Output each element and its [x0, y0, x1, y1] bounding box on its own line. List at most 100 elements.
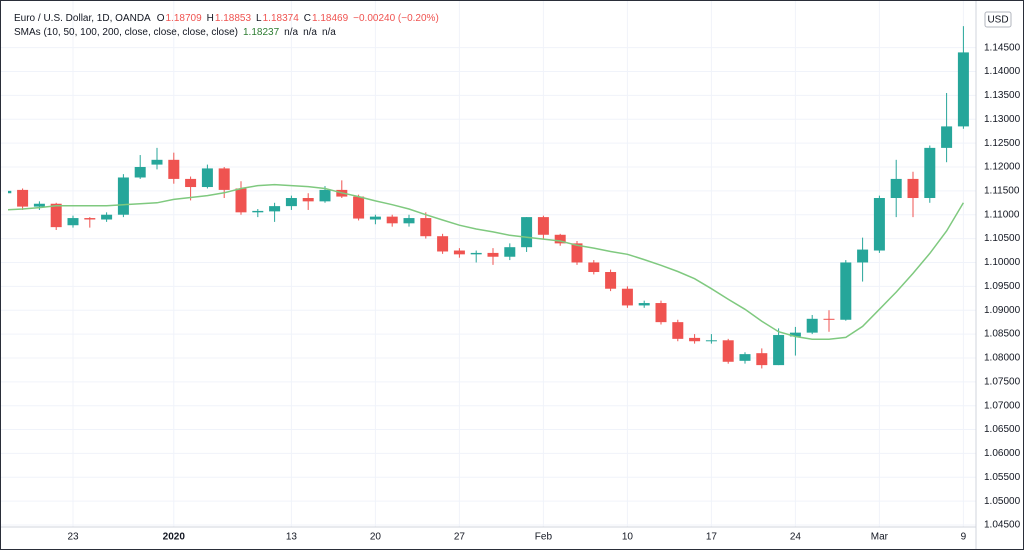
candle-body: [705, 340, 717, 342]
y-tick-label: 1.08000: [984, 353, 1021, 364]
ohlc-value: 1.18374: [263, 13, 300, 24]
candle-body: [302, 198, 314, 202]
y-tick-label: 1.12000: [984, 162, 1021, 173]
candle-body: [319, 189, 331, 202]
candle-body: [218, 168, 230, 190]
ohlc-value: 1.18469: [312, 13, 349, 24]
y-tick-label: 1.13500: [984, 90, 1021, 101]
sma-line: [8, 183, 965, 341]
y-tick-label: 1.11000: [984, 209, 1020, 220]
candle-body: [487, 252, 499, 257]
grid: [0, 0, 976, 527]
y-tick-label: 1.09500: [984, 281, 1021, 292]
candle-body: [470, 252, 482, 255]
candle-body: [823, 318, 835, 320]
candle-body: [890, 178, 902, 199]
candle-body: [67, 218, 79, 226]
candle-body: [117, 177, 129, 215]
candle-body: [537, 217, 549, 235]
candle-body: [924, 147, 936, 199]
y-tick-label: 1.07000: [984, 400, 1021, 411]
x-tick-label: 13: [286, 532, 298, 543]
x-tick-label: 24: [790, 532, 802, 543]
change-value: −0.00240 (−0.20%): [353, 13, 439, 24]
currency-box: [984, 11, 1012, 28]
candle-body: [957, 52, 969, 127]
candle-body: [269, 206, 281, 212]
x-tick-label: 2020: [163, 532, 186, 543]
candle-body: [134, 166, 146, 178]
candle-body: [907, 178, 919, 199]
candle-body: [252, 210, 264, 213]
y-tick-label: 1.14500: [984, 42, 1021, 53]
symbol-legend: Euro / U.S. Dollar, 1D, OANDA O1.18709 H1.…: [14, 13, 439, 24]
indicator-value: 1.18237: [243, 27, 280, 38]
candle-body: [588, 262, 600, 273]
candle-body: [773, 335, 785, 366]
x-tick-label: Feb: [535, 532, 553, 543]
candle-body: [605, 272, 617, 289]
y-tick-label: 1.12500: [984, 138, 1021, 149]
candle-body: [33, 203, 45, 207]
candle-body: [235, 188, 247, 213]
candle-body: [672, 322, 684, 339]
y-tick-label: 1.14000: [984, 66, 1021, 77]
candle-body: [621, 288, 633, 306]
y-tick-label: 1.10000: [984, 257, 1021, 268]
ohlc-label: L: [256, 13, 262, 24]
x-tick-label: Mar: [871, 532, 889, 543]
candle-body: [353, 196, 365, 219]
y-tick-label: 1.06000: [984, 448, 1021, 459]
candle-body: [403, 218, 415, 224]
ohlc-label: C: [304, 13, 311, 24]
ohlc-label: O: [157, 13, 165, 24]
y-tick-label: 1.07500: [984, 376, 1021, 387]
candle-body: [285, 198, 297, 207]
x-tick-label: 17: [706, 532, 718, 543]
y-tick-label: 1.10500: [984, 233, 1021, 244]
candle-body: [806, 318, 818, 333]
symbol-name: Euro / U.S. Dollar, 1D, OANDA: [14, 13, 151, 24]
candle-body: [789, 332, 801, 337]
y-tick-label: 1.11500: [984, 185, 1020, 196]
candle-body: [168, 159, 180, 179]
ohlc-value: 1.18853: [215, 13, 252, 24]
candle-body: [638, 303, 650, 306]
candle-body: [201, 168, 213, 188]
candle-body: [857, 249, 869, 263]
plot-area: [8, 26, 969, 369]
candle-body: [437, 236, 449, 252]
candle-body: [521, 217, 533, 248]
candle-body: [689, 337, 701, 342]
x-tick-label: 27: [454, 532, 466, 543]
candle-body: [739, 354, 751, 361]
candle-body: [386, 216, 398, 224]
indicator-value: n/a: [284, 27, 298, 38]
candle-body: [369, 216, 381, 220]
candle-body: [504, 247, 516, 257]
candle-body: [17, 189, 29, 207]
candle-body: [941, 126, 953, 148]
x-tick-label: 20: [370, 532, 382, 543]
candle-body: [655, 303, 667, 323]
candle-body: [840, 262, 852, 320]
indicator-legend: SMAs (10, 50, 100, 200, close, close, cl…: [14, 27, 336, 38]
y-tick-label: 1.08500: [984, 329, 1021, 340]
ohlc-label: H: [207, 13, 214, 24]
candle-body: [101, 214, 113, 220]
candle-body: [453, 250, 465, 255]
candle-body: [722, 340, 734, 362]
ohlc-value: 1.18709: [166, 13, 203, 24]
candle-body: [84, 218, 96, 220]
axes: 1.14500 1.14000 1.13500 1.13000 1.12500 1.120…: [67, 42, 1020, 542]
y-tick-label: 1.05500: [984, 472, 1021, 483]
candle-body: [756, 353, 768, 366]
indicator-value: n/a: [322, 27, 336, 38]
indicator-name: SMAs (10, 50, 100, 200, close, close, cl…: [14, 27, 238, 38]
candle-body: [8, 190, 12, 194]
y-tick-label: 1.05000: [984, 496, 1021, 507]
candle-body: [554, 234, 566, 244]
x-tick-label: 9: [961, 532, 967, 543]
